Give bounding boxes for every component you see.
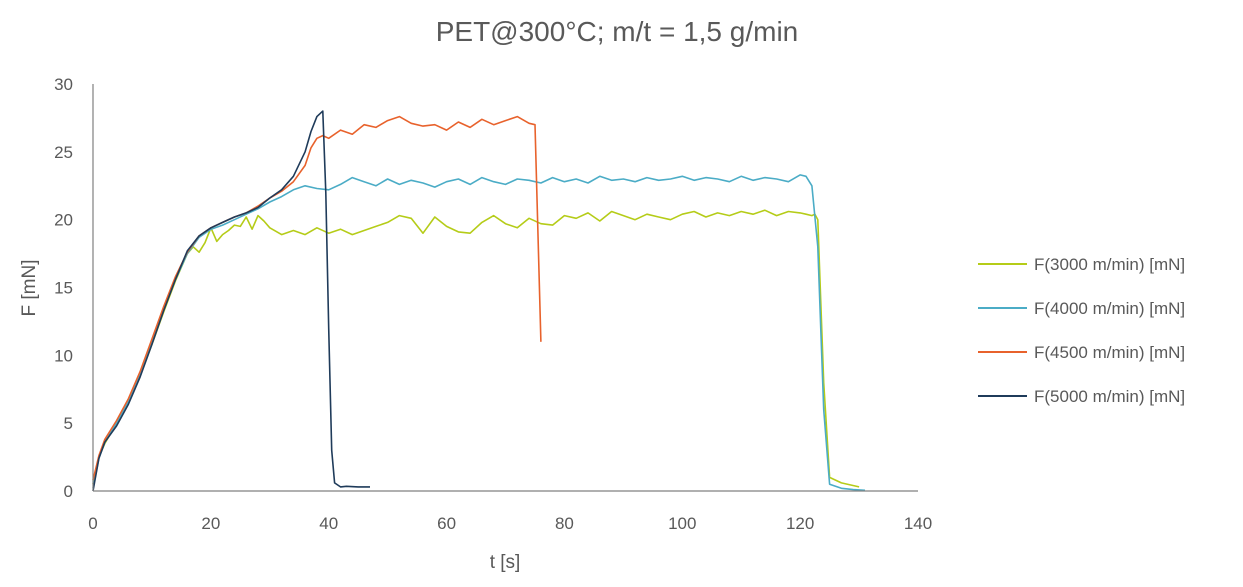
- legend-label: F(4500 m/min) [mN]: [1034, 343, 1185, 362]
- y-tick-labels: 0 5 10 15 20 25 30: [54, 75, 73, 501]
- y-axis-title: F [mN]: [19, 260, 40, 317]
- x-tick-label: 120: [786, 514, 814, 533]
- chart-title: PET@300°C; m/t = 1,5 g/min: [436, 16, 799, 47]
- x-tick-label: 0: [88, 514, 97, 533]
- series-line-4: [92, 110, 370, 492]
- y-tick-label: 0: [64, 482, 73, 501]
- x-tick-label: 60: [437, 514, 456, 533]
- x-tick-labels: 0 20 40 60 80 100 120 140: [88, 514, 932, 533]
- x-tick-label: 100: [668, 514, 696, 533]
- legend-item: F(4000 m/min) [mN]: [978, 299, 1185, 318]
- legend-item: F(5000 m/min) [mN]: [978, 387, 1185, 406]
- x-tick-label: 40: [319, 514, 338, 533]
- y-tick-label: 20: [54, 211, 73, 230]
- y-tick-label: 10: [54, 346, 73, 365]
- x-tick-label: 20: [201, 514, 220, 533]
- plot-area: [92, 110, 866, 492]
- series-line-1: [92, 209, 860, 488]
- y-tick-label: 25: [54, 143, 73, 162]
- legend-label: F(4000 m/min) [mN]: [1034, 299, 1185, 318]
- y-tick-label: 30: [54, 75, 73, 94]
- legend-label: F(3000 m/min) [mN]: [1034, 255, 1185, 274]
- y-tick-label: 5: [64, 414, 73, 433]
- series-line-3: [92, 115, 542, 481]
- x-tick-label: 140: [904, 514, 932, 533]
- legend-item: F(4500 m/min) [mN]: [978, 343, 1185, 362]
- legend-item: F(3000 m/min) [mN]: [978, 255, 1185, 274]
- y-tick-label: 15: [54, 279, 73, 298]
- series-line-2: [92, 174, 866, 492]
- x-tick-label: 80: [555, 514, 574, 533]
- legend: F(3000 m/min) [mN] F(4000 m/min) [mN] F(45…: [978, 255, 1185, 406]
- x-axis-title: t [s]: [490, 552, 521, 573]
- legend-label: F(5000 m/min) [mN]: [1034, 387, 1185, 406]
